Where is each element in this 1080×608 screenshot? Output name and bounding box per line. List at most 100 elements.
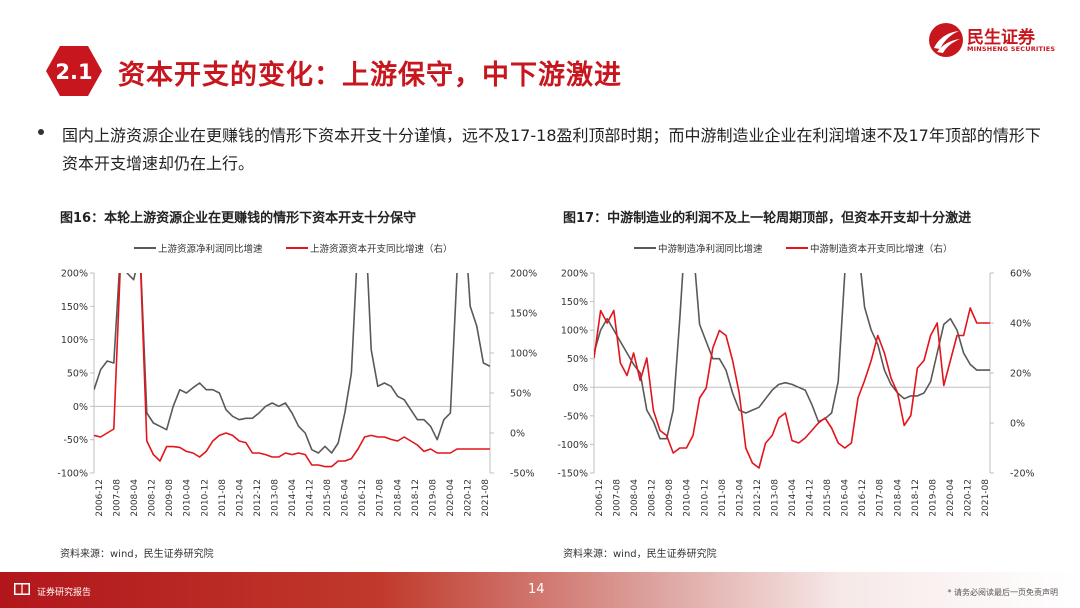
footer-label: 证券研究报告 — [37, 588, 92, 598]
footer-bar — [0, 572, 1080, 608]
x-tick-label: 2020-12 — [963, 479, 973, 517]
x-tick-label: 2008-12 — [148, 479, 158, 517]
y-left-tick-label: 100% — [61, 335, 88, 346]
bullet-dot — [38, 129, 44, 135]
x-tick-label: 2012-12 — [753, 479, 763, 517]
section-number: 2.1 — [55, 60, 92, 84]
x-tick-label: 2010-04 — [683, 479, 693, 517]
y-right-tick-label: -20% — [1010, 469, 1035, 480]
x-tick-label: 2007-08 — [113, 479, 123, 517]
y-right-tick-label: 20% — [1010, 369, 1031, 380]
y-right-tick-label: 0% — [510, 429, 525, 440]
legend-label-1: 上游资源净利润同比增速 — [158, 243, 263, 255]
report-book-icon — [14, 583, 30, 595]
y-left-tick-label: 150% — [561, 297, 588, 308]
disclaimer: * 请务必阅读最后一页免责声明 — [947, 588, 1058, 597]
x-tick-label: 2021-08 — [981, 479, 991, 517]
x-tick-label: 2011-08 — [718, 479, 728, 517]
bullet-text: 国内上游资源企业在更赚钱的情形下资本开支十分谨慎，远不及17-18盈利顶部时期；… — [62, 126, 1041, 173]
x-tick-label: 2013-08 — [270, 479, 280, 517]
x-tick-label: 2012-12 — [253, 479, 263, 517]
x-tick-label: 2020-12 — [463, 479, 473, 517]
y-left-tick-label: 200% — [61, 269, 88, 280]
x-tick-label: 2012-04 — [235, 479, 245, 517]
x-tick-label: 2016-04 — [841, 479, 851, 517]
y-left-tick-label: -100% — [557, 440, 588, 451]
x-tick-label: 2009-08 — [165, 479, 175, 517]
y-right-tick-label: 40% — [1010, 319, 1031, 330]
y-left-tick-label: 50% — [67, 369, 88, 380]
x-tick-label: 2010-12 — [200, 479, 210, 517]
y-right-tick-label: 0% — [1010, 419, 1025, 430]
legend-label-1: 中游制造净利润同比增速 — [658, 243, 763, 255]
figure-17-source: 资料来源：wind，民生证券研究院 — [563, 549, 717, 560]
x-tick-label: 2020-04 — [446, 479, 456, 517]
y-left-tick-label: 150% — [61, 302, 88, 313]
y-right-tick-label: 200% — [510, 269, 537, 280]
x-tick-label: 2020-04 — [946, 479, 956, 517]
logo-text-en: MINSHENG SECURITIES — [967, 45, 1056, 53]
x-tick-label: 2011-08 — [218, 479, 228, 517]
y-right-tick-label: 60% — [1010, 269, 1031, 280]
x-tick-label: 2014-12 — [806, 479, 816, 517]
y-left-tick-label: 50% — [567, 354, 588, 365]
y-right-tick-label: 150% — [510, 309, 537, 320]
x-tick-label: 2018-12 — [411, 479, 421, 517]
y-left-tick-label: -150% — [557, 469, 588, 480]
y-left-tick-label: -100% — [57, 469, 88, 480]
y-left-tick-label: 0% — [73, 402, 88, 413]
y-right-tick-label: 50% — [510, 389, 531, 400]
x-tick-label: 2016-12 — [858, 479, 868, 517]
x-tick-label: 2016-04 — [341, 479, 351, 517]
y-right-tick-label: -50% — [510, 469, 535, 480]
x-tick-label: 2019-08 — [428, 479, 438, 517]
x-tick-label: 2018-04 — [893, 479, 903, 517]
x-tick-label: 2018-04 — [393, 479, 403, 517]
page-title: 资本开支的变化：上游保守，中下游激进 — [118, 60, 622, 91]
chart-figure-16: -100% -50% 0% 50% 100% 150% 200% -50% 0% 50% 100% 1… — [57, 243, 537, 517]
x-tick-label: 2014-04 — [788, 479, 798, 517]
y-left-tick-label: 100% — [561, 326, 588, 337]
figure-17-title: 图17：中游制造业的利润不及上一轮周期顶部，但资本开支却十分激进 — [563, 211, 972, 226]
company-logo: 民生证券 MINSHENG SECURITIES — [928, 22, 1055, 58]
figure-16-source: 资料来源：wind，民生证券研究院 — [60, 549, 214, 560]
x-tick-label: 2013-08 — [770, 479, 780, 517]
series-line-1 — [594, 273, 990, 440]
logo-mark-icon — [929, 23, 963, 57]
y-left-tick-label: 200% — [561, 269, 588, 280]
x-tick-label: 2009-08 — [665, 479, 675, 517]
chart-figure-17: -150% -100% -50% 0% 50% 100% 150% 200% -20% 0% 20%… — [557, 243, 1035, 517]
section-number-badge: 2.1 — [46, 46, 102, 96]
figure-16-title: 图16：本轮上游资源企业在更赚钱的情形下资本开支十分保守 — [60, 211, 417, 226]
x-tick-label: 2010-04 — [183, 479, 193, 517]
x-tick-label: 2014-04 — [288, 479, 298, 517]
x-tick-label: 2006-12 — [95, 479, 105, 517]
x-tick-label: 2008-04 — [130, 479, 140, 517]
x-tick-label: 2016-12 — [358, 479, 368, 517]
x-tick-label: 2017-08 — [376, 479, 386, 517]
legend-label-2: 中游制造资本开支同比增速（右） — [810, 243, 953, 255]
y-left-tick-label: -50% — [63, 435, 88, 446]
x-tick-label: 2015-08 — [823, 479, 833, 517]
legend-label-2: 上游资源资本开支同比增速（右） — [310, 243, 453, 255]
x-tick-label: 2014-12 — [306, 479, 316, 517]
x-tick-label: 2006-12 — [595, 479, 605, 517]
x-tick-label: 2017-08 — [876, 479, 886, 517]
x-tick-label: 2018-12 — [911, 479, 921, 517]
x-tick-label: 2021-08 — [481, 479, 491, 517]
y-left-tick-label: -50% — [563, 411, 588, 422]
series-line-1 — [94, 273, 490, 454]
x-tick-label: 2019-08 — [928, 479, 938, 517]
x-tick-label: 2015-08 — [323, 479, 333, 517]
x-tick-label: 2008-12 — [648, 479, 658, 517]
x-tick-label: 2007-08 — [613, 479, 623, 517]
page-number: 14 — [528, 582, 545, 597]
series-line-2 — [594, 307, 990, 469]
x-tick-label: 2008-04 — [630, 479, 640, 517]
logo-text-cn: 民生证券 — [967, 28, 1035, 48]
x-tick-label: 2012-04 — [735, 479, 745, 517]
series-line-2 — [94, 273, 490, 468]
y-left-tick-label: 0% — [573, 383, 588, 394]
y-right-tick-label: 100% — [510, 349, 537, 360]
x-tick-label: 2010-12 — [700, 479, 710, 517]
